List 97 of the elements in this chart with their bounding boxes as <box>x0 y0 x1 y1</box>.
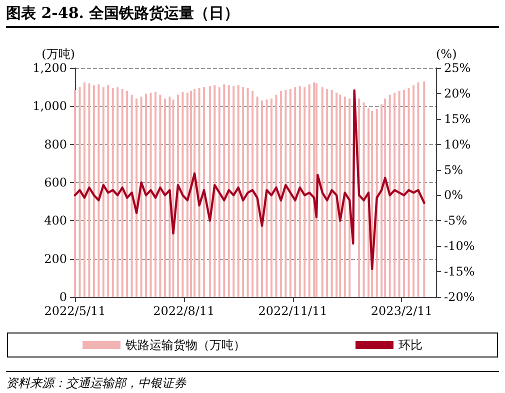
y2-tick-label: -5% <box>444 214 468 228</box>
x-tick-label: 2023/2/11 <box>370 304 432 318</box>
y2-tick-label: -15% <box>444 264 475 279</box>
bar <box>289 88 292 297</box>
bar <box>348 98 351 297</box>
bar <box>168 96 171 297</box>
bar <box>88 83 90 297</box>
bar <box>194 88 196 297</box>
legend-label: 环比 <box>398 338 422 352</box>
bar <box>417 82 420 297</box>
y-tick-label: 1,000 <box>32 99 67 114</box>
bar <box>232 86 235 297</box>
bar <box>214 85 216 297</box>
bar <box>294 87 296 297</box>
bar <box>190 90 192 297</box>
bar <box>284 90 287 297</box>
bar <box>339 94 342 297</box>
y2-axis-title: (%) <box>436 47 457 61</box>
bar <box>304 87 306 297</box>
y2-tick-label: -20% <box>444 290 475 304</box>
bar <box>223 84 226 297</box>
y2-tick-label: 0% <box>444 188 464 202</box>
bar <box>182 92 184 297</box>
legend-label: 铁路运输货物（万吨） <box>124 338 246 352</box>
chart-title: 图表 2-48. 全国铁路货运量（日） <box>6 4 499 28</box>
x-tick-label: 2022/11/11 <box>258 304 328 318</box>
bar <box>74 90 76 297</box>
bar <box>172 99 174 297</box>
y-tick-label: 0 <box>59 290 67 304</box>
line-series <box>74 89 426 270</box>
bar <box>252 90 254 297</box>
text: 资料来源：交通运输部，中银证券 <box>6 371 499 392</box>
y2-tick-label: 15% <box>444 112 471 126</box>
bar <box>336 92 338 297</box>
bar <box>256 96 258 297</box>
bar <box>344 96 346 297</box>
bar <box>261 100 264 297</box>
bar <box>78 87 81 297</box>
y-tick-label: 200 <box>44 252 67 266</box>
bar <box>198 88 200 297</box>
bar <box>203 87 206 297</box>
bar <box>408 88 410 297</box>
bar <box>186 92 188 297</box>
bar <box>107 85 110 297</box>
y-tick-label: 600 <box>44 176 67 190</box>
bar <box>403 90 406 297</box>
bar <box>126 90 128 297</box>
bar <box>154 92 156 297</box>
bar <box>140 96 142 297</box>
bar <box>280 90 282 297</box>
bar <box>237 85 240 297</box>
bar <box>159 94 162 297</box>
bar <box>83 82 86 297</box>
bar <box>208 86 211 297</box>
bar <box>150 92 152 297</box>
bar <box>121 88 124 297</box>
bar <box>388 94 391 297</box>
bar <box>298 86 301 297</box>
bar <box>275 94 278 297</box>
x-tick-label: 2022/8/11 <box>153 304 215 318</box>
bar <box>398 90 400 297</box>
x-tick-label: 2022/5/11 <box>44 304 106 318</box>
bar <box>394 92 396 297</box>
bar <box>228 85 230 297</box>
bar <box>164 98 166 297</box>
y-tick-label: 400 <box>44 214 67 228</box>
bar <box>92 85 95 297</box>
bar <box>136 98 138 297</box>
bar <box>308 84 310 297</box>
bar <box>145 94 148 297</box>
y2-tick-label: 20% <box>444 86 471 100</box>
bar <box>376 109 378 297</box>
bar <box>98 84 100 297</box>
bar <box>326 88 328 297</box>
y2-tick-label: 10% <box>444 137 471 152</box>
bar <box>384 98 386 297</box>
bar <box>246 88 249 297</box>
bar <box>102 87 104 297</box>
bar <box>321 87 324 297</box>
y-axis-title: (万吨) <box>42 47 75 61</box>
bar <box>270 98 272 297</box>
bar <box>330 90 333 297</box>
y-tick-label: 800 <box>44 137 67 152</box>
y2-tick-label: -10% <box>444 239 475 254</box>
bar <box>266 99 268 297</box>
bar <box>412 85 415 297</box>
bar <box>242 87 244 297</box>
bar <box>423 81 426 297</box>
bar <box>112 88 114 297</box>
y2-tick-label: 5% <box>444 162 464 177</box>
bar <box>116 87 119 297</box>
bar <box>218 87 220 297</box>
bar <box>176 94 179 297</box>
y-tick-label: 1,200 <box>32 61 67 75</box>
bar <box>362 102 365 297</box>
bar <box>130 94 133 297</box>
y2-tick-label: 25% <box>444 61 471 75</box>
